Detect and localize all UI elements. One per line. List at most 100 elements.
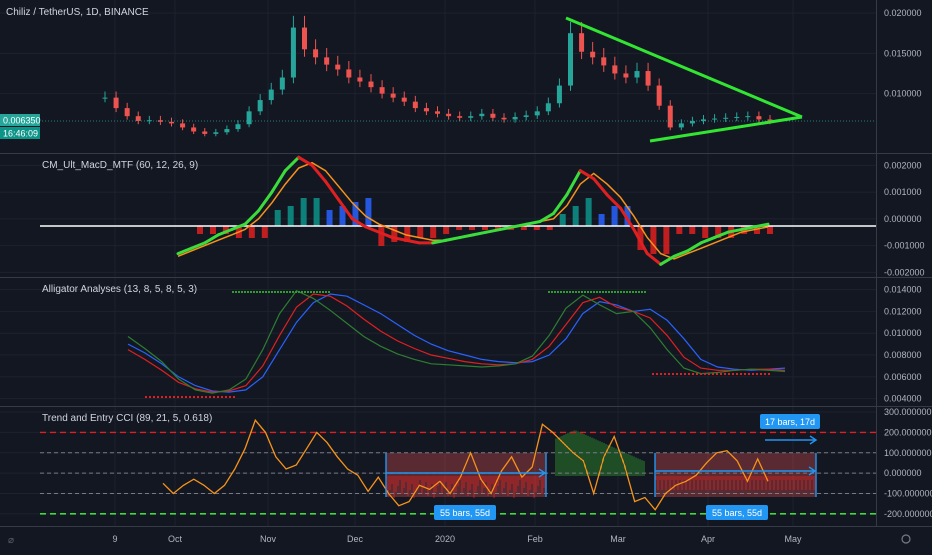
- axis-tick-label: 0.006000: [884, 372, 922, 382]
- macd-line-segment: [458, 233, 475, 240]
- macd-histogram-bar: [702, 226, 709, 238]
- alligator-dot: [213, 396, 215, 398]
- candle-body: [113, 97, 119, 109]
- cci-pane[interactable]: Trend and Entry CCI (89, 21, 5, 0.618) 5…: [40, 407, 932, 520]
- alligator-dot: [736, 373, 738, 375]
- alligator-dot: [593, 291, 595, 293]
- measure-arrows[interactable]: [385, 435, 818, 497]
- macd-histogram-bar: [572, 206, 579, 226]
- alligator-dot: [554, 291, 556, 293]
- candle-body: [545, 103, 551, 112]
- candle-body: [612, 65, 618, 74]
- candle-body: [302, 27, 307, 50]
- candle-body: [279, 77, 285, 90]
- time-axis[interactable]: 9 Oct Nov Dec 2020 Feb Mar Apr May: [112, 534, 802, 544]
- range-label-box-1[interactable]: [434, 505, 496, 520]
- alligator-dot: [566, 291, 568, 293]
- macd-histogram-bar: [365, 198, 372, 226]
- cci-line: [162, 418, 769, 511]
- alligator-dot: [724, 373, 726, 375]
- macd-line-segment: [551, 193, 569, 215]
- settings-icon[interactable]: [901, 534, 911, 544]
- axis-tick-label: 100.000000: [884, 448, 932, 458]
- macd-line-segment: [431, 238, 448, 245]
- alligator-pane[interactable]: Alligator Analyses (13, 8, 5, 8, 5, 3) 0…: [42, 284, 922, 404]
- alligator-axis[interactable]: 0.014000 0.012000 0.010000 0.008000 0.006000…: [884, 285, 922, 404]
- alligator-dot: [664, 373, 666, 375]
- macd-line-segment: [377, 230, 395, 240]
- macd-pane[interactable]: CM_Ult_MacD_MTF (60, 12, 26, 9) 0.002000…: [40, 155, 925, 277]
- macd-line-segment: [659, 254, 676, 266]
- macd-histogram-bar: [456, 226, 463, 230]
- alligator-dot: [587, 291, 589, 293]
- alligator-dot: [732, 373, 734, 375]
- macd-histogram-bar: [754, 226, 761, 234]
- macd-histogram-bar: [611, 206, 618, 226]
- alligator-dot: [322, 291, 324, 293]
- price-pane[interactable]: Chiliz / TetherUS, 1D, BINANCE 0.0200000…: [0, 7, 922, 143]
- candle-body: [268, 89, 274, 101]
- triangle-upper-line[interactable]: [565, 16, 803, 119]
- macd-histogram-bar: [637, 226, 644, 250]
- macd-histogram-bar: [624, 206, 631, 226]
- macd-line-segment: [511, 222, 529, 229]
- triangle-lower-line[interactable]: [649, 115, 803, 143]
- candle-body: [368, 81, 374, 88]
- alligator-dot: [668, 373, 670, 375]
- alligator-dot: [328, 291, 330, 293]
- alligator-dot: [298, 291, 300, 293]
- alligator-dot: [740, 373, 742, 375]
- macd-line-segment: [565, 169, 582, 197]
- alligator-dot: [235, 291, 237, 293]
- cci-range-box-1[interactable]: [386, 453, 546, 497]
- candle-body: [335, 64, 341, 70]
- macd-line-segment: [753, 222, 770, 229]
- candle-body: [157, 120, 163, 122]
- alligator-dot: [641, 291, 643, 293]
- macd-line-segment: [216, 228, 234, 237]
- time-axis-tick-label: Nov: [260, 534, 277, 544]
- candle-body: [135, 116, 141, 121]
- alligator-dot: [696, 373, 698, 375]
- macd-histogram-bar: [533, 226, 540, 230]
- cci-axis[interactable]: 300.000000 200.000000 100.000000 0.000000 -1…: [884, 407, 932, 519]
- alligator-dot: [551, 291, 553, 293]
- axis-tick-label: 0.008000: [884, 350, 922, 360]
- cci-title: Trend and Entry CCI (89, 21, 5, 0.618): [42, 413, 212, 424]
- alligator-dot: [283, 291, 285, 293]
- candle-body: [423, 108, 429, 112]
- alligator-dot: [581, 291, 583, 293]
- range-label-box-2[interactable]: [706, 505, 768, 520]
- alligator-dot: [157, 396, 159, 398]
- alligator-dot: [768, 373, 770, 375]
- pane-borders: [0, 0, 932, 527]
- alligator-dot: [325, 291, 327, 293]
- alligator-dot: [720, 373, 722, 375]
- axis-tick-label: 0.002000: [884, 160, 922, 170]
- macd-histogram-bar: [313, 198, 320, 226]
- candle-body: [346, 69, 352, 78]
- range-label-1: 55 bars, 55d: [440, 508, 490, 518]
- axis-tick-label: 0.020000: [884, 8, 922, 18]
- alligator-dot: [728, 373, 730, 375]
- candle-body: [146, 120, 152, 122]
- price-axis[interactable]: 0.020000 0.015000 0.010000: [884, 8, 922, 99]
- time-axis-tick-label: Dec: [347, 534, 364, 544]
- candle-body: [379, 87, 385, 94]
- macd-line-segment: [243, 209, 260, 226]
- time-axis-tick-label: Apr: [701, 534, 715, 544]
- range-label-box-3[interactable]: [760, 414, 820, 429]
- alligator-dot: [752, 373, 754, 375]
- alligator-dot: [644, 291, 646, 293]
- macd-line-segment: [538, 211, 555, 224]
- candle-body: [501, 117, 507, 120]
- macd-axis[interactable]: 0.002000 0.001000 0.000000 -0.001000 -0.0020…: [884, 160, 925, 277]
- cci-main-line: [162, 418, 769, 511]
- candle-body: [257, 100, 263, 112]
- macd-line-segment: [686, 241, 703, 253]
- alligator-dot: [623, 291, 625, 293]
- macd-histogram-bar: [676, 226, 683, 234]
- alligator-dot: [578, 291, 580, 293]
